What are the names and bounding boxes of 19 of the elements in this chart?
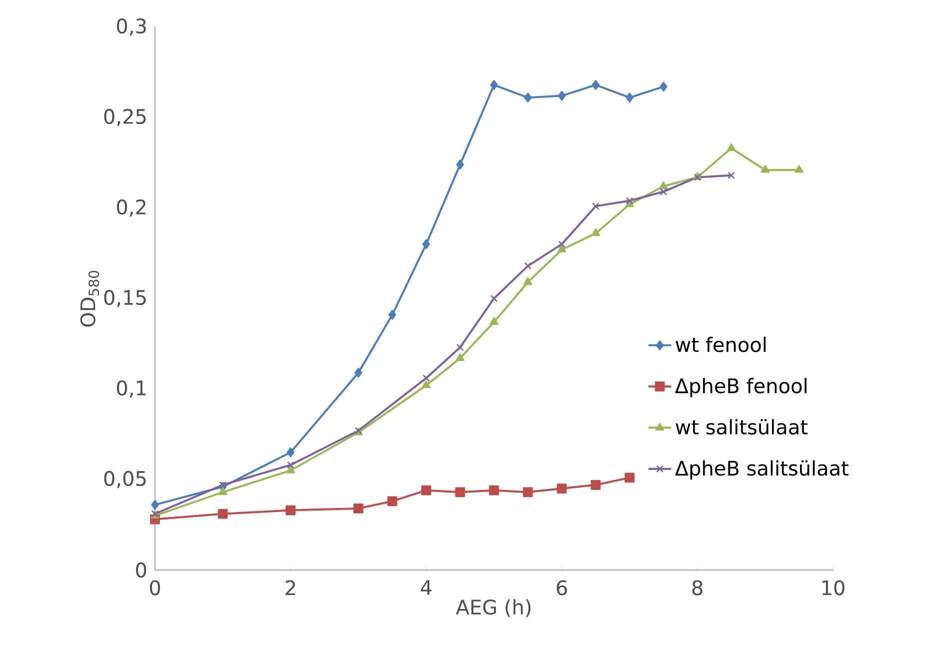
x-tick-label: 2: [286, 580, 295, 596]
y-axis-title: OD$_{580}$: [80, 270, 100, 327]
y-tick-label: 0,2: [116, 199, 146, 217]
legend-label: ΔpheB salitsülaat: [675, 460, 848, 480]
y-tick-label: 0,25: [104, 108, 146, 126]
legend-label: wt fenool: [676, 336, 766, 352]
x-tick-label: 6: [556, 580, 567, 596]
x-tick-label: 10: [822, 580, 844, 596]
y-tick-label: 0,1: [116, 380, 146, 398]
y-tick-label: 0,05: [104, 470, 146, 488]
legend-label: wt salitsülaat: [676, 419, 808, 435]
legend-label: ΔpheB fenool: [675, 378, 806, 398]
x-tick-label: 8: [692, 580, 702, 596]
y-tick-label: 0,3: [116, 18, 146, 36]
x-tick-label: 4: [420, 580, 432, 595]
y-tick-label: 0: [136, 562, 146, 578]
x-axis-title: AEG (h): [456, 599, 530, 617]
y-tick-label: 0,15: [104, 290, 146, 308]
x-tick-label: 0: [150, 580, 160, 596]
